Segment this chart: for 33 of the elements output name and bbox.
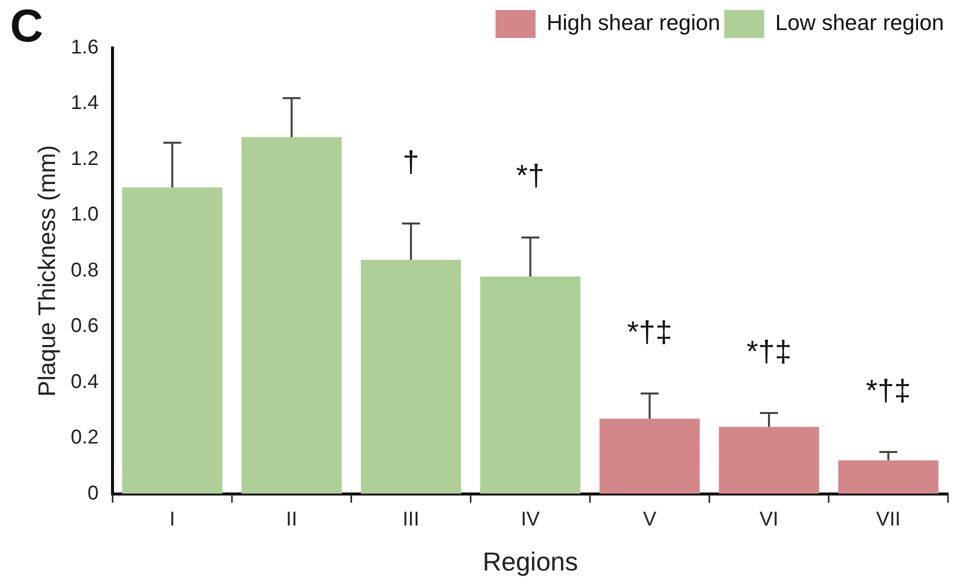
bar: [480, 276, 580, 494]
bar: [241, 137, 342, 494]
bar: [360, 260, 462, 494]
bar: [122, 187, 222, 494]
x-tick-label: VI: [760, 508, 778, 530]
x-tick-label: III: [402, 508, 420, 530]
y-tick-label: 0: [87, 482, 99, 504]
bar: [718, 426, 820, 494]
x-tick-label: V: [642, 508, 657, 530]
annotation: *†‡: [866, 374, 911, 408]
chart-title: C: [10, 0, 44, 52]
bar: [838, 460, 938, 494]
x-tick-label: II: [286, 508, 298, 530]
y-tick-label: 1.0: [70, 204, 99, 226]
x-tick-label: I: [169, 508, 176, 530]
legend-label: High shear region: [546, 10, 720, 36]
annotation: *†‡: [746, 335, 792, 368]
y-tick-label: 0.6: [70, 315, 99, 338]
y-tick-label: 0.2: [70, 426, 99, 449]
bar: [600, 418, 700, 494]
x-tick-label: VII: [876, 508, 901, 530]
y-tick-label: 1.4: [70, 92, 99, 114]
y-tick-label: 0.4: [70, 370, 99, 393]
legend-label: Low shear region: [775, 10, 944, 36]
annotation: *†‡: [627, 316, 672, 349]
annotation: †: [402, 146, 420, 179]
annotation: *†: [516, 160, 544, 193]
x-tick-label: IV: [520, 508, 540, 530]
x-axis-title: Regions: [482, 546, 578, 577]
y-tick-label: 1.2: [70, 148, 99, 170]
y-axis-title: Plaque Thickness (mm): [34, 145, 62, 397]
y-tick-label: 1.6: [70, 36, 99, 59]
y-tick-label: 0.8: [70, 259, 99, 282]
